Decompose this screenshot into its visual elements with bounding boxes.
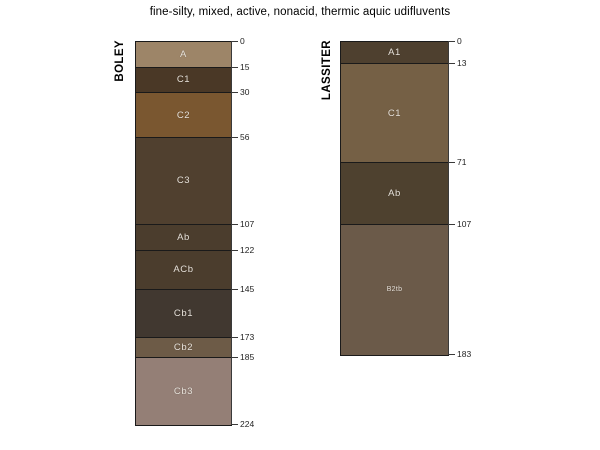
horizon-label: Ab bbox=[388, 188, 401, 200]
depth-tick bbox=[448, 63, 455, 65]
depth-tick-label: 145 bbox=[240, 283, 255, 294]
depth-tick bbox=[231, 357, 238, 359]
horizon-label: Ab bbox=[177, 231, 190, 243]
depth-tick bbox=[448, 162, 455, 164]
depth-tick bbox=[448, 353, 455, 355]
depth-tick-label: 173 bbox=[240, 331, 255, 342]
depth-tick-label: 185 bbox=[240, 352, 255, 363]
depth-tick-label: 56 bbox=[240, 131, 250, 142]
soil-horizon[interactable]: B2tb bbox=[341, 224, 448, 355]
depth-tick-label: 107 bbox=[240, 218, 255, 229]
depth-tick bbox=[231, 66, 238, 68]
horizon-label: B2tb bbox=[386, 286, 403, 294]
depth-tick-label: 0 bbox=[457, 36, 462, 46]
profile-column-lassiter[interactable]: A1 C1 Ab B2tb bbox=[340, 41, 449, 356]
depth-tick bbox=[231, 223, 238, 225]
depth-axis-lassiter bbox=[448, 41, 449, 354]
soil-horizon[interactable]: Cb3 bbox=[136, 358, 231, 425]
depth-tick bbox=[231, 41, 238, 42]
horizon-label: C2 bbox=[176, 109, 191, 121]
depth-tick bbox=[448, 41, 455, 42]
horizon-label: C3 bbox=[176, 175, 191, 187]
depth-tick-label: 122 bbox=[240, 244, 255, 255]
horizon-label: ACb bbox=[173, 264, 194, 276]
depth-tick bbox=[231, 336, 238, 338]
soil-horizon[interactable]: Ab bbox=[341, 163, 448, 225]
horizon-label: C1 bbox=[387, 107, 402, 119]
horizon-label: A1 bbox=[388, 47, 401, 59]
depth-tick bbox=[448, 223, 455, 225]
soil-horizon[interactable]: ACb bbox=[136, 250, 231, 290]
soil-horizon[interactable]: A1 bbox=[341, 42, 448, 65]
horizon-label: Cb3 bbox=[173, 386, 194, 398]
depth-tick-label: 0 bbox=[240, 36, 245, 46]
depth-tick-label: 224 bbox=[240, 419, 255, 429]
depth-tick-label: 107 bbox=[457, 218, 472, 229]
profile-column-boley[interactable]: A C1 C2 C3 Ab ACb Cb1 Cb2 Cb3 bbox=[135, 41, 232, 426]
depth-tick bbox=[231, 424, 238, 425]
soil-horizon[interactable]: Ab bbox=[136, 224, 231, 251]
depth-tick-label: 13 bbox=[457, 58, 467, 69]
depth-tick-label: 15 bbox=[240, 61, 250, 72]
profile-name-boley: BOLEY bbox=[114, 40, 126, 82]
depth-axis-boley bbox=[231, 41, 232, 424]
horizon-label: A bbox=[180, 48, 187, 60]
soil-horizon[interactable]: C2 bbox=[136, 93, 231, 138]
depth-tick bbox=[231, 249, 238, 251]
depth-tick-label: 183 bbox=[457, 348, 472, 359]
horizon-label: Cb1 bbox=[173, 307, 194, 319]
horizon-label: Cb2 bbox=[173, 342, 194, 354]
depth-tick-label: 30 bbox=[240, 87, 250, 98]
profile-name-lassiter: LASSITER bbox=[321, 40, 333, 101]
page-title: fine-silty, mixed, active, nonacid, ther… bbox=[149, 6, 451, 18]
soil-horizon[interactable]: A bbox=[136, 42, 231, 68]
horizon-label: C1 bbox=[176, 74, 191, 86]
soil-horizon[interactable]: C3 bbox=[136, 137, 231, 225]
soil-horizon[interactable]: Cb1 bbox=[136, 289, 231, 338]
soil-horizon[interactable]: C1 bbox=[136, 67, 231, 94]
depth-tick bbox=[231, 136, 238, 138]
soil-horizon[interactable]: Cb2 bbox=[136, 337, 231, 359]
soil-horizon[interactable]: C1 bbox=[341, 64, 448, 164]
depth-tick bbox=[231, 92, 238, 94]
depth-tick-label: 71 bbox=[457, 157, 467, 168]
depth-tick bbox=[231, 288, 238, 290]
